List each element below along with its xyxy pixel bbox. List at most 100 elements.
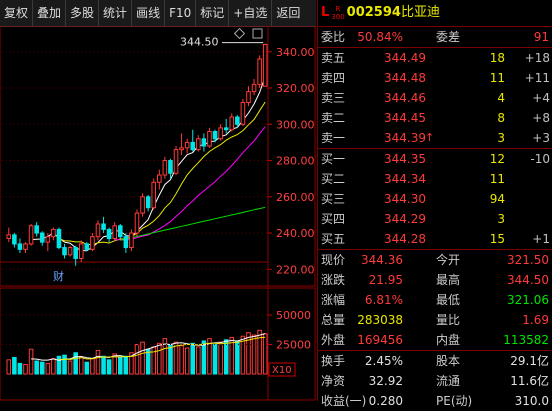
sell-level-4[interactable]: 卖二 344.45 8 +8 <box>318 108 552 128</box>
volume-bar <box>212 344 218 375</box>
weibi-row: 委比 50.84% 委差 91 <box>318 27 552 47</box>
buy-level-5[interactable]: 买五 344.28 15 +1 <box>318 229 552 249</box>
price-axis-label: 320.00 <box>276 82 315 95</box>
mark-button[interactable]: 标记 <box>196 0 230 26</box>
divider <box>318 350 552 351</box>
divider <box>318 249 552 250</box>
volume-bar <box>246 332 251 375</box>
candle-body <box>251 83 257 93</box>
volume-bar <box>201 340 207 375</box>
draw-line-button[interactable]: 画线 <box>132 0 166 26</box>
volume-bar <box>168 344 173 375</box>
order-volume: 3 <box>497 212 505 226</box>
candle-body <box>190 141 196 151</box>
order-volume: 3 <box>497 131 505 145</box>
volume-bar <box>56 355 62 375</box>
order-change: +8 <box>532 111 550 125</box>
volume-bar <box>151 346 157 375</box>
candle-body <box>223 127 229 131</box>
order-volume: 18 <box>489 51 505 65</box>
multi-stock-button[interactable]: 多股 <box>66 0 100 26</box>
quote-row: 涨幅 6.81% 最低 321.06 <box>321 293 549 307</box>
volume-bar <box>162 338 168 375</box>
weicha-value: 91 <box>533 30 549 44</box>
volume-bar <box>157 342 162 375</box>
price-axis-label: 300.00 <box>276 118 315 131</box>
sell-level-5[interactable]: 卖一 344.39 ↑ 3 +3 <box>318 128 552 148</box>
order-price: 344.35 <box>384 152 426 166</box>
volume-bar <box>95 349 101 375</box>
toolbar: 复权 叠加 多股 统计 画线 F10 标记 +自选 返回 <box>0 0 316 27</box>
candle-body <box>112 225 117 239</box>
order-volume: 11 <box>489 71 505 85</box>
volume-bar <box>101 355 106 375</box>
volume-bar <box>140 341 145 375</box>
overlay-button[interactable]: 叠加 <box>33 0 67 26</box>
volume-bar <box>78 356 84 375</box>
statistics-button[interactable]: 统计 <box>99 0 133 26</box>
candle-body <box>257 58 262 85</box>
candle-body <box>117 225 123 238</box>
candle-body <box>73 247 78 259</box>
volume-bar <box>251 334 257 375</box>
volume-bar <box>223 339 229 375</box>
restore-rights-button[interactable]: 复权 <box>0 0 34 26</box>
price-axis-label: 340.00 <box>276 46 315 59</box>
add-watchlist-button[interactable]: +自选 <box>229 0 273 26</box>
volume-bar <box>62 354 67 375</box>
finance-marker: 财 <box>53 269 64 283</box>
sell-level-3[interactable]: 卖三 344.46 4 +4 <box>318 88 552 108</box>
buy-orderbook: 买一 344.35 12 -10 买二 344.34 11 买三 344.30 94 买四 344.2… <box>318 149 552 249</box>
volume-bar <box>84 361 90 375</box>
candle-body <box>246 91 251 104</box>
volume-bar <box>39 361 45 375</box>
back-button[interactable]: 返回 <box>276 6 301 20</box>
volume-pane-frame <box>0 287 316 401</box>
candle-body <box>28 225 34 245</box>
f10-button[interactable]: F10 <box>165 0 197 26</box>
kline-chart[interactable]: 340.00 320.00 300.00 280.00 260.00 240.00 220.… <box>0 26 316 401</box>
volume-bar <box>28 348 34 375</box>
volume-bar <box>229 336 235 375</box>
candle-body <box>157 174 162 183</box>
volume-bar <box>134 344 140 375</box>
market-flag: L <box>321 5 330 20</box>
order-price: 344.29 <box>384 212 426 226</box>
candle-body <box>129 232 134 249</box>
sell-level-1[interactable]: 卖五 344.49 18 +18 <box>318 48 552 68</box>
stock-name: 比亚迪 <box>400 5 440 20</box>
volume-bar <box>6 359 12 375</box>
order-volume: 8 <box>497 111 505 125</box>
candle-body <box>173 149 179 174</box>
stats-row: 换手 2.45% 股本 29.1亿 <box>321 354 549 368</box>
candle-body <box>95 223 101 238</box>
candle-body <box>184 141 190 149</box>
buy-level-3[interactable]: 买三 344.30 94 <box>318 189 552 209</box>
candle-body <box>212 131 218 140</box>
ma10-line <box>58 101 266 246</box>
buy-level-1[interactable]: 买一 344.35 12 -10 <box>318 149 552 169</box>
stock-stats: 换手 2.45% 股本 29.1亿 净资 32.92 流通 11.6亿 收益(一) 0.280 PE… <box>318 351 552 411</box>
price-axis-label: 280.00 <box>276 155 315 168</box>
quote-panel: L R 300 002594比亚迪 委比 50.84% 委差 91 卖五 344.49 1… <box>317 0 552 408</box>
order-price: 344.48 <box>384 71 426 85</box>
buy-level-2[interactable]: 买二 344.34 11 <box>318 169 552 189</box>
volume-bar <box>34 360 39 375</box>
quote-summary: 现价 344.36 今开 321.50 涨跌 21.95 最高 344.50 涨幅 6.81% 最低… <box>318 250 552 350</box>
order-price: 344.49 <box>384 51 426 65</box>
candle-body <box>218 127 223 140</box>
stock-code: 002594 <box>346 5 401 20</box>
volume-bar <box>196 346 201 375</box>
buy-level-4[interactable]: 买四 344.29 3 <box>318 209 552 229</box>
maximize-icon <box>252 28 263 39</box>
order-volume: 11 <box>489 172 505 186</box>
up-arrow-icon: ↑ <box>425 131 435 144</box>
volume-unit-label: X10 <box>272 365 292 376</box>
candle-body <box>207 131 212 147</box>
order-price: 344.30 <box>384 192 426 206</box>
volume-bar <box>190 342 196 375</box>
sell-level-2[interactable]: 卖四 344.48 11 +11 <box>318 68 552 88</box>
candle-body <box>12 234 17 245</box>
candle-body <box>196 138 201 151</box>
volume-bar <box>67 360 73 375</box>
